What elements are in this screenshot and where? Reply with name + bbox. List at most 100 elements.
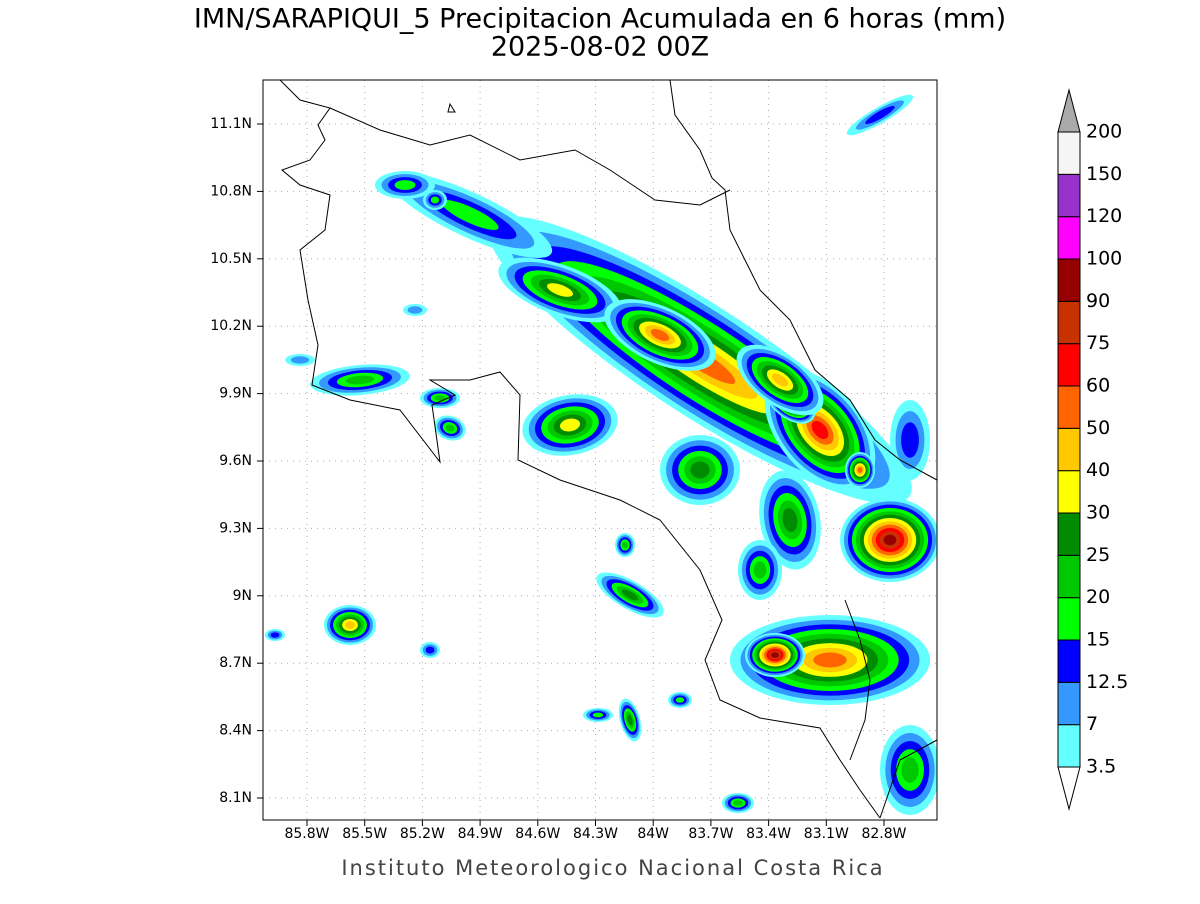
border [329,107,731,206]
precipitation [265,94,937,815]
rain-contour [811,420,829,440]
colorbar-label: 90 [1086,290,1110,312]
rain-contour [445,424,455,432]
rain-contour [441,200,499,230]
colorbar-box [1057,173,1081,218]
colorbar-box [1057,258,1081,302]
border [844,599,871,761]
lon-label: 83.1W [804,826,849,842]
lat-label: 10.5N [210,251,252,267]
rain-contour [547,283,573,297]
rain-contour [771,373,789,387]
rain-contour [290,356,310,364]
title: IMN/SARAPIQUI_5 Precipitacion Acumulada … [194,4,1006,35]
footer: Instituto Meteorologico Nacional Costa R… [341,856,884,880]
lat-label: 10.8N [210,183,252,199]
subtitle: 2025-08-02 00Z [491,32,709,63]
rain-contour [434,395,446,401]
lat-label: 9N [233,588,252,604]
rain-contour [407,306,423,314]
colorbar-box [1057,639,1081,683]
colorbar-label: 75 [1086,332,1110,354]
lat-label: 11.1N [210,116,252,132]
rain-contour [621,589,639,601]
rain-contour [592,712,604,718]
colorbar-label: 15 [1086,629,1110,651]
colorbar-label: 3.5 [1086,756,1116,778]
rain-contour [394,180,416,190]
coastlines [279,80,937,819]
lon-label: 82.8W [861,826,906,842]
colorbar-label: 60 [1086,375,1110,397]
rain-contour [627,714,633,726]
colorbar-over [1057,88,1081,133]
colorbar-box [1057,216,1081,260]
colorbar-box [1057,470,1081,514]
rain-contour [901,422,919,458]
lon-label: 83.7W [688,826,733,842]
colorbar-label: 40 [1086,459,1110,481]
rain-contour [345,621,355,629]
colorbar-label: 7 [1086,713,1098,735]
rain-contour [733,800,743,806]
colorbar-box [1057,300,1081,345]
colorbar-label: 120 [1086,205,1122,227]
border [879,739,937,819]
lat-label: 8.1N [219,790,252,806]
colorbar-label: 20 [1086,586,1110,608]
colorbar-label: 150 [1086,163,1122,185]
rain-contour [650,329,670,341]
rain-contour [559,418,581,432]
colorbar-label: 200 [1086,121,1122,143]
lat-label: 9.6N [219,453,252,469]
grid [257,80,937,826]
colorbar-label: 50 [1086,417,1110,439]
colorbar-label: 12.5 [1086,671,1128,693]
lon-label: 84.9W [458,826,503,842]
lon-label: 84.3W [573,826,618,842]
coastline [279,80,881,819]
rain-contour [782,507,798,533]
coastline [669,80,937,481]
rain-contour [771,652,779,658]
rain-contour [901,757,919,783]
colorbar-label: 30 [1086,502,1110,524]
lon-label: 85.2W [400,826,445,842]
rain-contour [430,196,440,204]
lat-label: 9.9N [219,386,252,402]
colorbar: 3.5 7 12.5 15 20 25 30 40 50 60 75 90 100 120 150 200 [1057,88,1128,811]
lon-label: 84.6W [515,826,560,842]
colorbar-label: 100 [1086,248,1122,270]
colorbar-box [1057,131,1081,175]
lon-label: 83.4W [746,826,791,842]
rain-contour [865,106,895,124]
island [447,102,456,113]
lon-label: 85.5W [342,826,387,842]
rain-contour [857,467,863,473]
rain-contour [883,534,897,546]
colorbar-box [1057,554,1081,599]
lat-label: 10.2N [210,318,252,334]
lat-label: 9.3N [219,520,252,536]
lon-label: 85.8W [284,826,329,842]
colorbar-box [1057,512,1081,556]
rain-contour [345,375,375,385]
rain-contour [690,461,710,479]
lon-label: 84W [637,826,669,842]
lat-label: 8.7N [219,655,252,671]
colorbar-box [1057,724,1081,768]
colorbar-box [1057,343,1081,387]
colorbar-box [1057,385,1081,429]
map-frame [262,79,938,821]
rain-contour [753,561,767,579]
colorbar-box [1057,427,1081,472]
rain-contour [622,541,628,549]
colorbar-box [1057,681,1081,726]
colorbar-label: 25 [1086,544,1110,566]
rain-contour [270,632,280,638]
rain-contour [813,652,847,668]
rain-contour [675,697,685,703]
rain-contour [425,646,435,654]
lat-label: 8.4N [219,723,252,739]
